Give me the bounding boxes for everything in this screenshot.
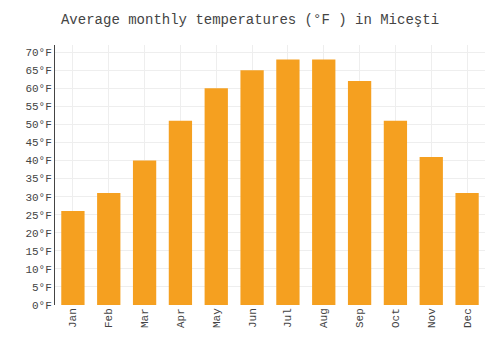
svg-text:Sep: Sep xyxy=(354,308,366,328)
svg-text:5°F: 5°F xyxy=(32,282,52,294)
svg-text:25°F: 25°F xyxy=(25,210,51,222)
svg-text:May: May xyxy=(211,308,223,328)
svg-text:Feb: Feb xyxy=(103,308,115,328)
svg-text:Apr: Apr xyxy=(175,308,187,328)
svg-text:20°F: 20°F xyxy=(25,228,51,240)
svg-text:0°F: 0°F xyxy=(32,300,52,312)
svg-text:35°F: 35°F xyxy=(25,173,51,185)
svg-text:60°F: 60°F xyxy=(25,83,51,95)
svg-text:Dec: Dec xyxy=(462,308,474,328)
svg-text:15°F: 15°F xyxy=(25,246,51,258)
svg-text:30°F: 30°F xyxy=(25,192,51,204)
svg-text:Oct: Oct xyxy=(390,308,402,328)
svg-text:70°F: 70°F xyxy=(25,47,51,59)
svg-text:10°F: 10°F xyxy=(25,264,51,276)
svg-text:Mar: Mar xyxy=(139,308,151,328)
svg-text:Aug: Aug xyxy=(318,308,330,328)
svg-text:50°F: 50°F xyxy=(25,119,51,131)
svg-text:65°F: 65°F xyxy=(25,65,51,77)
svg-text:Average monthly temperatures (: Average monthly temperatures (°F ) in Mi… xyxy=(61,12,439,28)
svg-text:Jun: Jun xyxy=(247,308,259,328)
svg-text:45°F: 45°F xyxy=(25,137,51,149)
svg-text:40°F: 40°F xyxy=(25,155,51,167)
svg-text:Jul: Jul xyxy=(282,308,294,328)
svg-text:55°F: 55°F xyxy=(25,101,51,113)
svg-text:Jan: Jan xyxy=(67,308,79,328)
svg-text:Nov: Nov xyxy=(426,308,438,328)
